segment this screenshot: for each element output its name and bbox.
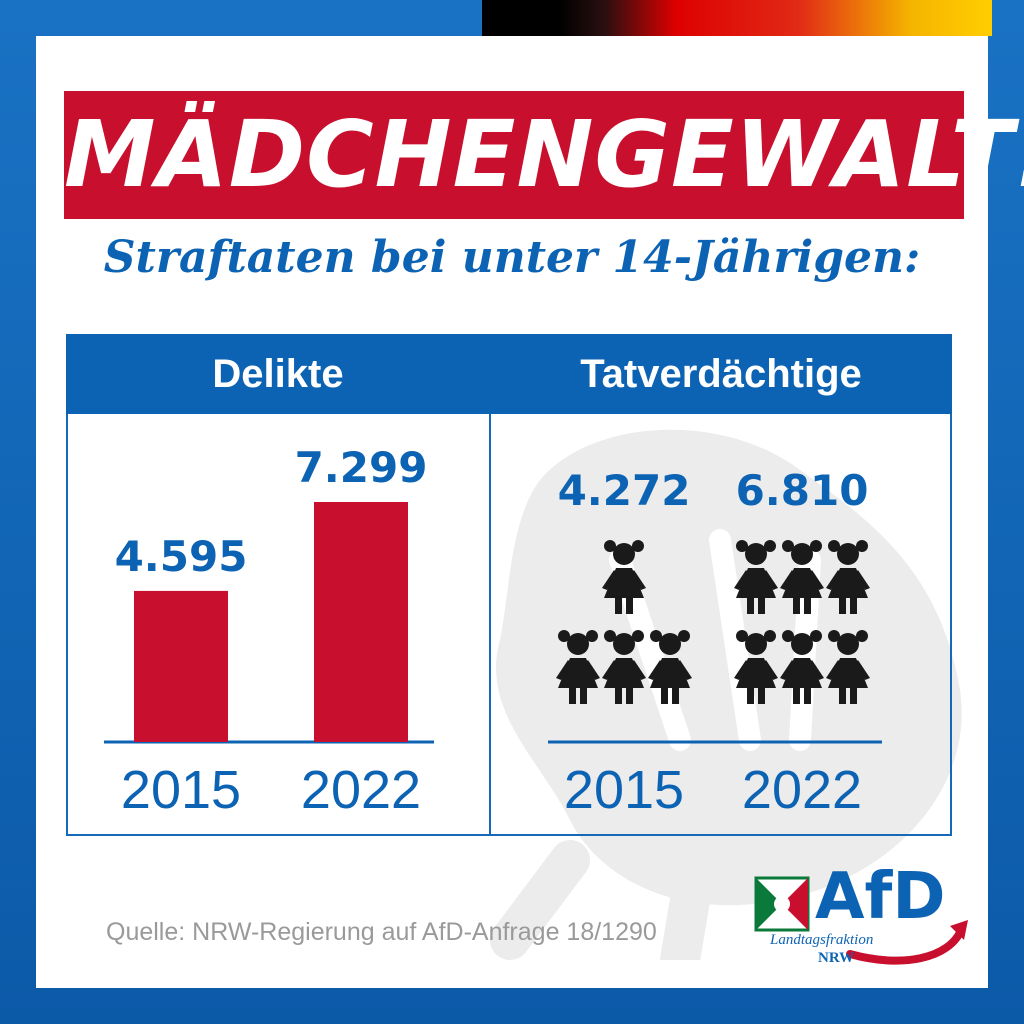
- bar-value-label-2022: 7.299: [295, 443, 428, 492]
- logo-text: AfD: [815, 860, 946, 934]
- pictogram-year-label-2022: 2022: [742, 760, 862, 820]
- girl-icon: [826, 630, 870, 704]
- bar-year-label-2022: 2022: [301, 760, 421, 820]
- headline: MÄDCHENGEWALT!: [64, 101, 1024, 208]
- pictogram-value-label-2015: 4.272: [558, 466, 691, 515]
- pictogram-year-label-2015: 2015: [564, 760, 684, 820]
- girl-icon: [556, 630, 600, 704]
- bar-2022: [314, 502, 408, 742]
- logo-nrw: NRW: [818, 950, 855, 966]
- girl-icon: [602, 630, 646, 704]
- panel-title-tatverdaechtige: Tatverdächtige: [490, 334, 952, 414]
- panel-title-delikte: Delikte: [66, 334, 490, 414]
- girl-icon: [826, 540, 870, 614]
- girl-icon: [780, 540, 824, 614]
- headline-banner: [64, 91, 964, 219]
- panel-divider: [489, 334, 491, 836]
- subheadline: Straftaten bei unter 14-Jährigen:: [103, 232, 921, 283]
- nrw-crest-icon: [754, 876, 810, 932]
- bar-value-label-2015: 4.595: [115, 532, 248, 581]
- girl-icon: [780, 630, 824, 704]
- bar-year-label-2015: 2015: [121, 760, 241, 820]
- girl-icon: [648, 630, 692, 704]
- bar-2015: [134, 590, 228, 742]
- pictogram-value-label-2022: 6.810: [736, 466, 869, 515]
- girl-icon: [602, 540, 646, 614]
- logo-subtitle: Landtagsfraktion: [770, 932, 874, 948]
- girl-icon: [734, 540, 778, 614]
- afd-logo: [754, 876, 968, 965]
- flag-stripe: [482, 0, 992, 36]
- girl-icon: [734, 630, 778, 704]
- source-note: Quelle: NRW-Regierung auf AfD-Anfrage 18…: [106, 918, 657, 946]
